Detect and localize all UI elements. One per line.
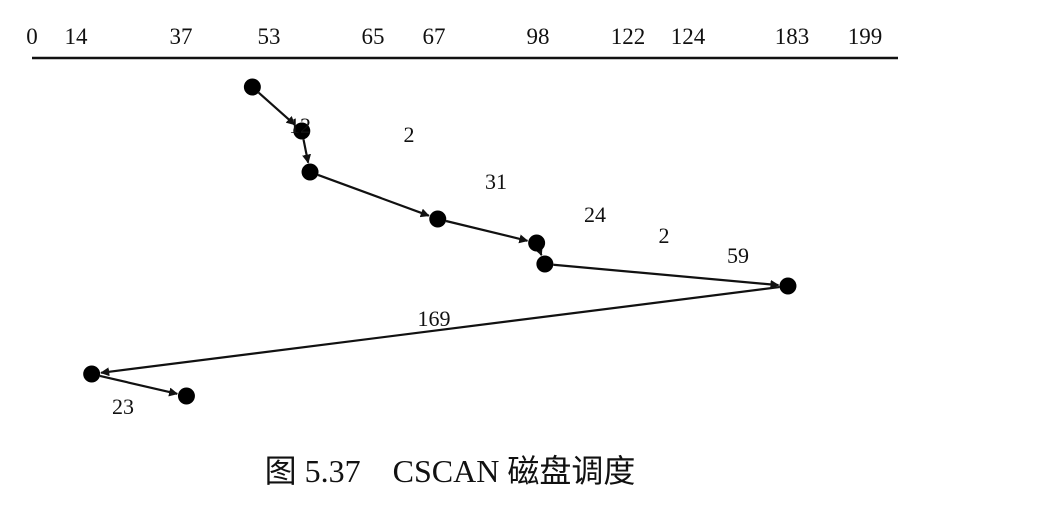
- request-node: [429, 210, 447, 228]
- movement-arrow: [534, 245, 543, 256]
- tick-label: 183: [775, 24, 810, 49]
- request-node: [83, 365, 101, 383]
- request-node: [536, 255, 554, 273]
- tick-label: 199: [848, 24, 883, 49]
- tick-label: 37: [170, 24, 193, 49]
- tick-label: 0: [26, 24, 38, 49]
- tick-label: 67: [423, 24, 446, 49]
- segment-label: 23: [112, 394, 134, 419]
- segment-label: 59: [727, 243, 749, 268]
- segment-label: 24: [584, 202, 606, 227]
- tick-label: 65: [362, 24, 385, 49]
- tick-label: 124: [671, 24, 706, 49]
- tick-label: 98: [527, 24, 550, 49]
- movement-arrow: [445, 219, 529, 244]
- movement-arrow: [302, 139, 311, 164]
- head-movement-segments: [99, 91, 780, 397]
- request-node: [243, 78, 261, 96]
- movement-arrow: [99, 374, 179, 397]
- request-node: [293, 122, 311, 140]
- track-axis-labels: 0 14 37 53 65 67 98 122 124 183 199: [26, 24, 882, 49]
- segment-label: 31: [485, 169, 507, 194]
- request-node: [528, 234, 546, 252]
- segment-label: 169: [418, 306, 451, 331]
- segment-label: 2: [659, 223, 670, 248]
- segment-distance-labels: 12 2 31 24 2 59 169 23: [112, 113, 749, 419]
- request-node: [301, 163, 319, 181]
- movement-arrow: [553, 263, 780, 289]
- tick-label: 53: [258, 24, 281, 49]
- request-nodes: [83, 78, 797, 405]
- tick-label: 122: [611, 24, 646, 49]
- segment-label: 2: [404, 122, 415, 147]
- segment-label: 12: [289, 113, 311, 138]
- request-node: [177, 387, 195, 405]
- figure-caption: 图 5.37 CSCAN 磁盘调度: [264, 453, 636, 489]
- movement-arrow: [100, 285, 780, 377]
- tick-label: 14: [65, 24, 89, 49]
- request-node: [779, 277, 797, 295]
- movement-arrow: [317, 173, 430, 218]
- movement-arrow: [257, 91, 296, 126]
